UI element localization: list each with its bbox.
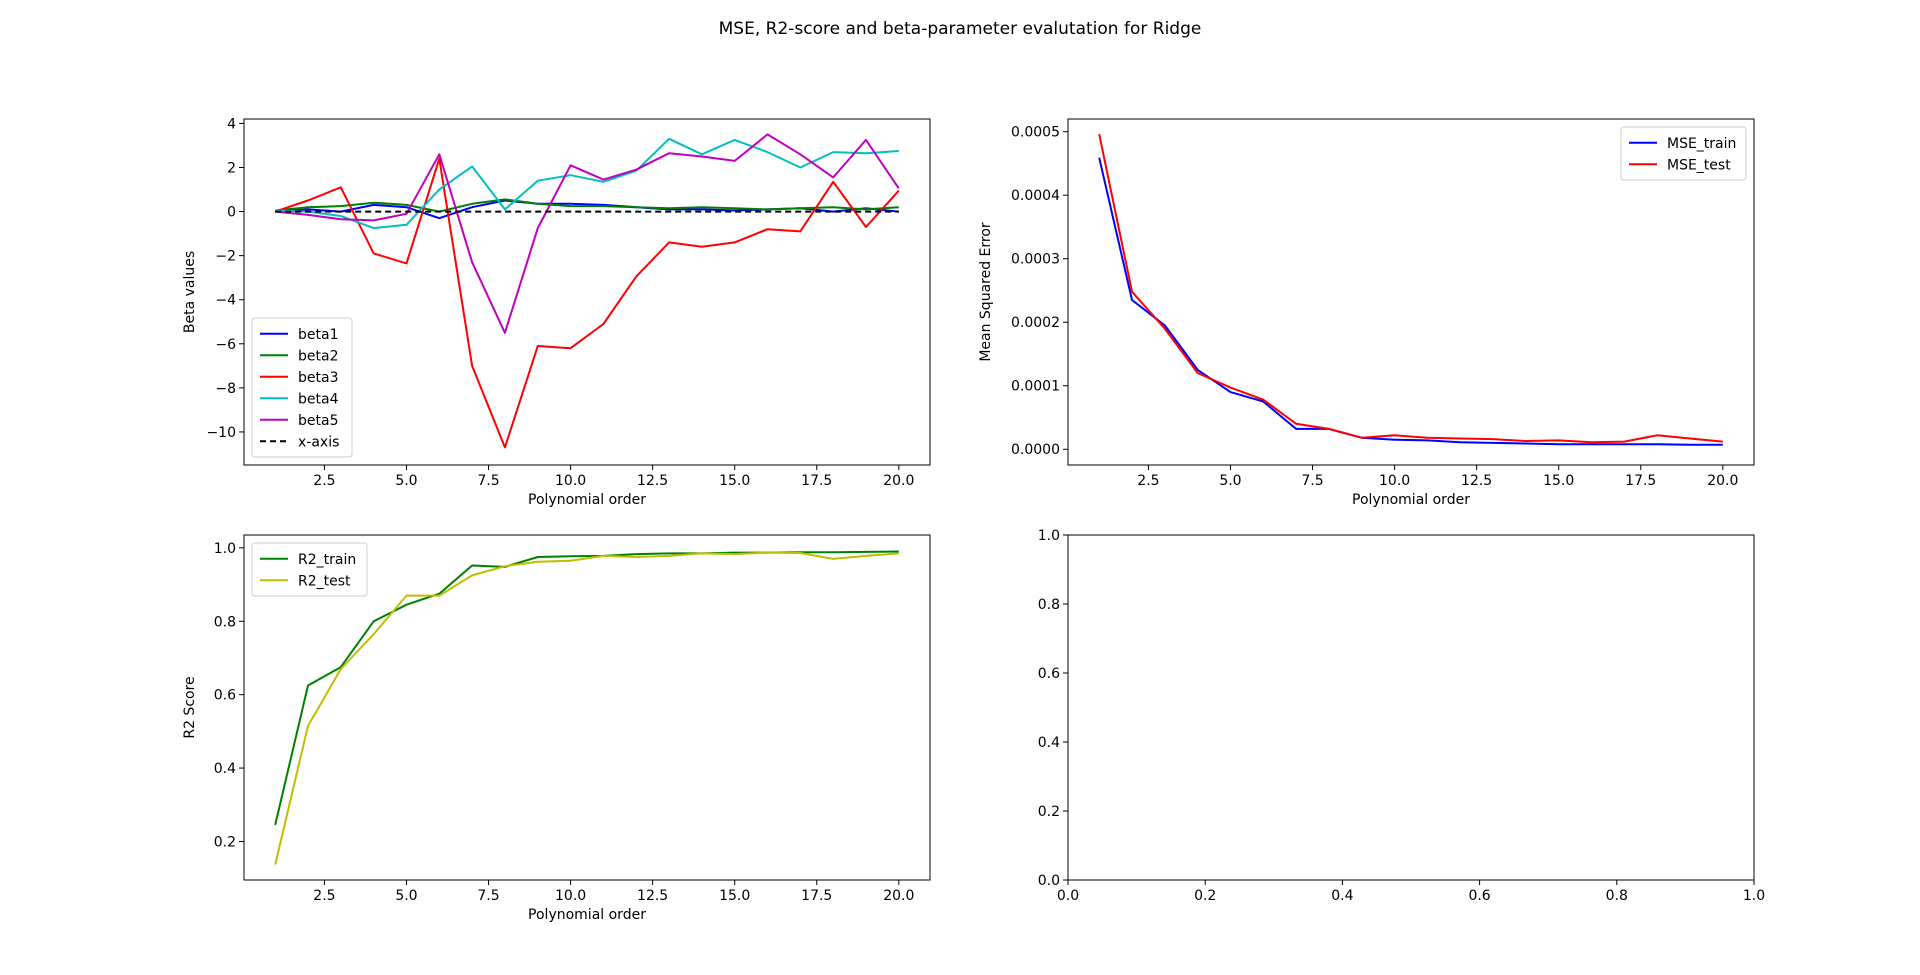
x-tick-label: 10.0 [555,888,586,904]
series-line-R2_test [274,551,899,865]
x-tick-label: 0.8 [1606,888,1628,904]
x-tick-label: 17.5 [1625,473,1656,489]
y-tick-label: 0.2 [1038,804,1060,820]
x-axis-label: Polynomial order [1352,492,1470,508]
series-line-beta2 [275,198,899,213]
subplot-empty: 0.0 0.2 0.4 0.6 0.8 1.0 1.0 0.8 0.6 0.4 0.2 0.0 [1038,528,1765,904]
x-tick-label: 12.5 [637,888,668,904]
x-tick-label: 7.5 [477,888,499,904]
x-tick-label: 0.0 [1057,888,1079,904]
x-axis-label: Polynomial order [528,492,646,508]
plot-frame [243,534,931,881]
x-tick-label: 15.0 [719,888,750,904]
y-tick-label: 0.0002 [1011,315,1060,331]
y-tick-label: 4 [227,116,236,132]
x-tick-label: 20.0 [883,473,914,489]
plot-frame [1067,118,1755,466]
plot-frame [243,118,931,466]
x-tick-label: 7.5 [477,473,499,489]
y-axis-label: R2 Score [182,676,198,738]
figure-suptitle: MSE, R2-score and beta-parameter evaluta… [719,19,1202,39]
x-tick-label: 17.5 [801,473,832,489]
legend-box [251,317,353,458]
y-axis-label: Mean Squared Error [978,222,994,362]
x-tick-label: 7.5 [1301,473,1323,489]
y-tick-label: 0.8 [1038,597,1060,613]
x-tick-label: 12.5 [1461,473,1492,489]
legend-label: beta5 [298,413,338,429]
y-tick-label: 0.6 [1038,666,1060,682]
legend: R2_train R2_test [251,542,368,597]
legend-label: beta3 [298,370,338,386]
y-tick-label: 2 [227,160,236,176]
legend-label: R2_train [298,552,356,568]
x-tick-label: 10.0 [555,473,586,489]
y-tick-label: 0.2 [214,834,236,850]
y-tick-label: 0.4 [214,761,236,777]
legend-box [251,542,368,597]
series-line-R2_train [274,550,899,826]
legend-label: beta4 [298,391,339,407]
y-axis-label: Beta values [182,251,198,333]
legend: MSE_train MSE_test [1620,126,1747,181]
x-tick-label: 0.2 [1194,888,1216,904]
x-tick-label: 17.5 [801,888,832,904]
y-tick-label: −2 [215,249,236,265]
legend-label: MSE_test [1667,157,1731,173]
legend-label: MSE_train [1667,136,1736,152]
y-tick-label: 0.8 [214,614,236,630]
y-tick-label: −4 [215,293,236,309]
y-tick-label: 0 [227,205,236,221]
x-tick-label: 15.0 [719,473,750,489]
series-line-MSE_test [1098,133,1723,444]
legend-label: beta2 [298,348,338,364]
y-tick-label: 0.0000 [1011,442,1060,458]
subplot-mse: 2.5 5.0 7.5 10.0 12.5 15.0 17.5 20.0 0.0005 0.000… [978,118,1755,508]
subplot-r2-score: 2.5 5.0 7.5 10.0 12.5 15.0 17.5 20.0 1.0 0.8 0.6 0.… [182,534,931,923]
x-tick-label: 5.0 [1219,473,1241,489]
legend-label: beta1 [298,327,338,343]
x-tick-label: 15.0 [1543,473,1574,489]
y-tick-label: −6 [215,337,236,353]
x-tick-label: 5.0 [395,888,417,904]
subplot-beta-values: 2.5 5.0 7.5 10.0 12.5 15.0 17.5 20.0 4 2 0 −2 −4 −6 −8… [182,116,931,508]
y-tick-label: 1.0 [1038,528,1060,544]
y-tick-label: −10 [206,425,236,441]
x-tick-label: 2.5 [313,473,335,489]
x-tick-label: 5.0 [395,473,417,489]
series-line-MSE_train [1098,157,1723,446]
y-tick-label: 1.0 [214,541,236,557]
x-tick-label: 10.0 [1379,473,1410,489]
legend-label: R2_test [298,573,351,589]
y-tick-label: 0.0005 [1011,125,1060,141]
y-tick-label: 0.0004 [1011,188,1060,204]
y-tick-label: 0.0001 [1011,379,1060,395]
x-axis-label: Polynomial order [528,907,646,923]
legend-box [1620,126,1747,181]
plot-frame [1067,534,1755,881]
x-tick-label: 2.5 [313,888,335,904]
x-tick-label: 0.4 [1331,888,1353,904]
y-tick-label: 0.6 [214,688,236,704]
legend: beta1 beta2 beta3 beta4 beta5 x-axis [251,317,353,458]
x-tick-label: 20.0 [1707,473,1738,489]
x-tick-label: 1.0 [1743,888,1765,904]
y-tick-label: 0.0003 [1011,252,1060,268]
y-tick-label: 0.0 [1038,873,1060,889]
series-line-beta3 [274,157,900,449]
series-line-beta4 [275,137,899,230]
x-tick-label: 2.5 [1137,473,1159,489]
y-tick-label: −8 [215,381,236,397]
x-tick-label: 20.0 [883,888,914,904]
series-line-beta5 [275,133,900,334]
legend-label: x-axis [298,434,339,450]
y-tick-label: 0.4 [1038,735,1060,751]
x-tick-label: 0.6 [1468,888,1490,904]
x-tick-label: 12.5 [637,473,668,489]
